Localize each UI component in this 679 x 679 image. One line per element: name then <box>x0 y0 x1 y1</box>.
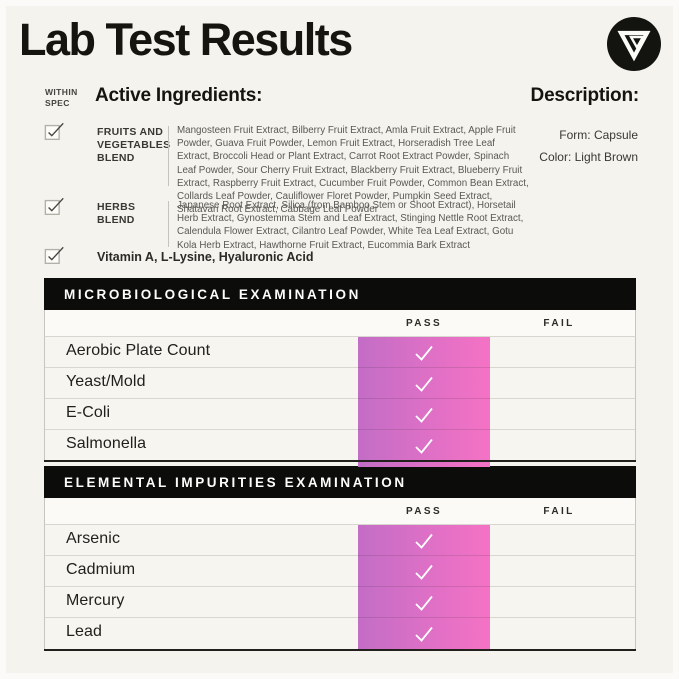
divider <box>168 201 169 247</box>
pass-check-icon <box>358 525 490 556</box>
checkbox-checked-icon <box>44 245 66 272</box>
blend-ingredient-list: Mangosteen Fruit Extract, Bilberry Fruit… <box>177 125 529 216</box>
microbiological-table: MICROBIOLOGICAL EXAMINATION PASS FAIL Ae… <box>44 278 636 467</box>
table-title-bar: ELEMENTAL IMPURITIES EXAMINATION <box>44 466 636 498</box>
blend-label: FRUITS AND VEGETABLES BLEND <box>97 126 171 164</box>
table-rows: Aerobic Plate Count Yeast/Mold E-Coli Sa… <box>44 337 636 467</box>
pass-column-header: PASS <box>405 506 443 517</box>
page-title: Lab Test Results <box>19 14 353 65</box>
test-name: Aerobic Plate Count <box>66 342 211 359</box>
checkbox-checked-icon <box>44 196 66 223</box>
pass-column-header: PASS <box>405 318 443 329</box>
table-row: Salmonella <box>45 430 635 461</box>
table-bottom-border <box>44 460 636 462</box>
test-name: E-Coli <box>66 404 111 421</box>
divider <box>168 126 169 186</box>
pass-column-highlight <box>358 337 490 467</box>
product-description: Form: Capsule Color: Light Brown <box>450 125 638 168</box>
checkbox-checked-icon <box>44 121 66 148</box>
pass-check-icon <box>358 618 490 649</box>
table-title: ELEMENTAL IMPURITIES EXAMINATION <box>64 475 407 490</box>
pass-check-icon <box>358 368 490 399</box>
brand-logo-icon <box>606 16 662 72</box>
table-title-bar: MICROBIOLOGICAL EXAMINATION <box>44 278 636 310</box>
fail-column-header: FAIL <box>543 318 575 329</box>
table-row: Arsenic <box>45 525 635 556</box>
test-name: Mercury <box>66 592 125 609</box>
test-name: Arsenic <box>66 530 121 547</box>
blend-ingredient-list: Japanese Root Extract, Silica (from Bamb… <box>177 200 524 251</box>
table-row: Cadmium <box>45 556 635 587</box>
test-name: Cadmium <box>66 561 136 578</box>
vitamins-list: Vitamin A, L-Lysine, Hyaluronic Acid <box>97 250 314 264</box>
test-name: Lead <box>66 623 102 640</box>
pass-check-icon <box>358 337 490 368</box>
test-name: Yeast/Mold <box>66 373 146 390</box>
pass-check-icon <box>358 587 490 618</box>
table-row: Lead <box>45 618 635 649</box>
table-bottom-border <box>44 649 636 651</box>
description-heading: Description: <box>530 85 640 106</box>
fail-column-header: FAIL <box>543 506 575 517</box>
pass-check-icon <box>358 399 490 430</box>
pass-check-icon <box>358 430 490 461</box>
table-row: Aerobic Plate Count <box>45 337 635 368</box>
table-row: Yeast/Mold <box>45 368 635 399</box>
table-column-headers: PASS FAIL <box>44 498 636 525</box>
table-rows: Arsenic Cadmium Mercury Lead <box>44 525 636 651</box>
table-title: MICROBIOLOGICAL EXAMINATION <box>64 287 361 302</box>
form-value: Form: Capsule <box>559 128 638 142</box>
active-ingredients-heading: Active Ingredients: <box>95 85 263 106</box>
table-row: E-Coli <box>45 399 635 430</box>
pass-column-highlight <box>358 525 490 649</box>
table-column-headers: PASS FAIL <box>44 310 636 337</box>
blend-label: HERBS BLEND <box>97 201 136 226</box>
pass-check-icon <box>358 556 490 587</box>
elemental-impurities-table: ELEMENTAL IMPURITIES EXAMINATION PASS FA… <box>44 466 636 651</box>
color-value: Color: Light Brown <box>539 149 638 164</box>
test-name: Salmonella <box>66 435 147 452</box>
within-spec-label: WITHIN SPEC <box>45 87 78 108</box>
table-row: Mercury <box>45 587 635 618</box>
